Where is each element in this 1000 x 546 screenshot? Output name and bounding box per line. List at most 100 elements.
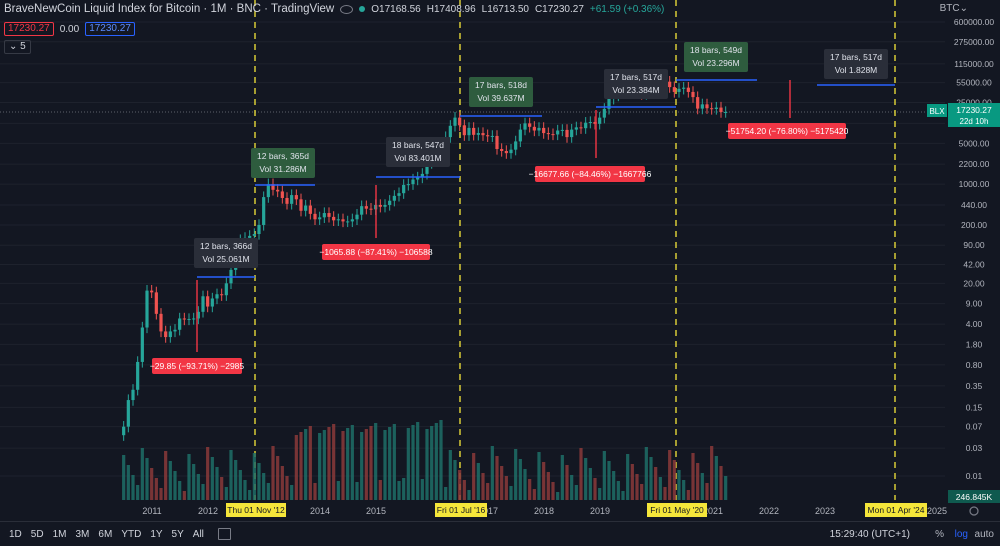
- volume-bar: [579, 448, 583, 500]
- ohlc-open: O17168.56: [371, 3, 421, 15]
- volume-bar: [537, 452, 541, 500]
- candle-body: [406, 184, 410, 186]
- candle-body: [248, 235, 252, 238]
- volume-bar: [243, 480, 247, 500]
- candle-body: [686, 87, 690, 92]
- candle-body: [551, 134, 555, 136]
- volume-bar: [439, 420, 443, 500]
- volume-bar: [299, 432, 303, 500]
- volume-bar: [588, 468, 592, 500]
- buy-price-box[interactable]: 17230.27: [85, 22, 135, 36]
- timeframe-1m[interactable]: 1M: [52, 528, 67, 540]
- candle-body: [378, 204, 382, 207]
- volume-bar: [668, 450, 672, 500]
- volume-bar: [322, 430, 326, 500]
- log-toggle[interactable]: log: [954, 528, 968, 540]
- volume-bar: [654, 467, 658, 500]
- clock[interactable]: 15:29:40 (UTC+1): [829, 528, 910, 540]
- volume-bar: [626, 454, 630, 500]
- candle-body: [196, 311, 200, 319]
- y-tick-label: 42.00: [963, 260, 985, 270]
- candle-body: [304, 205, 308, 211]
- volume-bar: [518, 459, 522, 500]
- timeframe-all[interactable]: All: [192, 528, 204, 540]
- trade-price-boxes: 17230.27 0.00 17230.27: [4, 22, 135, 36]
- y-tick-label: 0.07: [966, 422, 983, 432]
- drawdown-box: [152, 358, 242, 374]
- volume-bar: [327, 427, 331, 500]
- candle-body: [154, 292, 158, 314]
- timeframe-5y[interactable]: 5Y: [171, 528, 184, 540]
- volume-bar: [318, 433, 322, 500]
- timeframe-1d[interactable]: 1D: [9, 528, 22, 540]
- volume-bar: [374, 423, 378, 500]
- chart-title[interactable]: BraveNewCoin Liquid Index for Bitcoin · …: [4, 3, 335, 15]
- range-bars-label: 12 bars, 366d: [200, 241, 252, 251]
- candle-body: [453, 117, 457, 126]
- volume-bar: [285, 476, 289, 500]
- candle-body: [266, 184, 270, 198]
- candle-body: [271, 184, 275, 190]
- volume-bar: [560, 455, 564, 500]
- candle-body: [182, 318, 186, 320]
- currency-label[interactable]: BTC⌄: [940, 3, 968, 14]
- volume-bar: [290, 485, 294, 500]
- volume-bar: [719, 466, 723, 500]
- candle-body: [490, 135, 494, 137]
- date-highlight-label: Fri 01 May '20: [650, 505, 704, 515]
- ohlc-change: +61.59 (+0.36%): [589, 3, 665, 15]
- volume-value-label: 246.845K: [956, 492, 993, 502]
- timeframe-6m[interactable]: 6M: [98, 528, 113, 540]
- candle-body: [355, 214, 359, 220]
- volume-bar: [644, 447, 648, 500]
- x-tick-label: 2017: [478, 506, 498, 516]
- ohlc-high: H17408.96: [426, 3, 476, 15]
- candle-body: [481, 133, 485, 136]
- date-range-icon[interactable]: [217, 528, 231, 540]
- candle-body: [131, 389, 135, 401]
- date-highlight-box: [226, 503, 286, 517]
- range-bars-label: 18 bars, 549d: [690, 45, 742, 55]
- last-price-countdown: 22d 10h: [960, 117, 989, 126]
- volume-bar: [574, 485, 578, 500]
- percent-toggle[interactable]: %: [935, 528, 944, 540]
- volume-bar: [649, 457, 653, 500]
- drawdown-bar: [375, 185, 377, 238]
- timeframe-1y[interactable]: 1Y: [150, 528, 163, 540]
- volume-bar: [168, 461, 172, 500]
- candle-body: [411, 179, 415, 185]
- y-tick-label: 55000.00: [956, 78, 992, 88]
- candle-body: [528, 123, 532, 127]
- volume-bar: [178, 481, 182, 500]
- drawdown-label: −29.85 (−93.71%) −2985: [150, 361, 245, 371]
- x-tick-label: 2021: [703, 506, 723, 516]
- volume-bar: [425, 429, 429, 500]
- volume-bar: [621, 491, 625, 500]
- timeframe-5d[interactable]: 5D: [30, 528, 44, 540]
- last-price-value: 17230.27: [956, 105, 992, 115]
- x-tick-label: 2022: [759, 506, 779, 516]
- timeframe-3m[interactable]: 3M: [75, 528, 90, 540]
- volume-bar: [509, 486, 513, 500]
- candle-body: [416, 177, 420, 180]
- range-vol-label: Vol 39.637M: [477, 93, 524, 103]
- volume-bar: [229, 450, 233, 500]
- candle-body: [588, 122, 592, 124]
- range-info-box: [824, 49, 888, 79]
- volume-bar: [434, 423, 438, 500]
- volume-bar: [467, 490, 471, 500]
- volume-bar: [154, 478, 158, 500]
- eye-icon[interactable]: [340, 4, 354, 14]
- candle-body: [224, 283, 228, 296]
- timeframe-ytd[interactable]: YTD: [121, 528, 142, 540]
- x-tick-label: 2015: [366, 506, 386, 516]
- volume-bar: [616, 481, 620, 500]
- date-highlight-box: [435, 503, 487, 517]
- symbol-tag-label: BLX: [929, 107, 945, 116]
- sell-price-box[interactable]: 17230.27: [4, 22, 54, 36]
- candle-body: [579, 127, 583, 129]
- indicators-toggle[interactable]: ⌄ 5: [4, 40, 31, 54]
- auto-toggle[interactable]: auto: [974, 528, 994, 540]
- volume-bar: [462, 480, 466, 500]
